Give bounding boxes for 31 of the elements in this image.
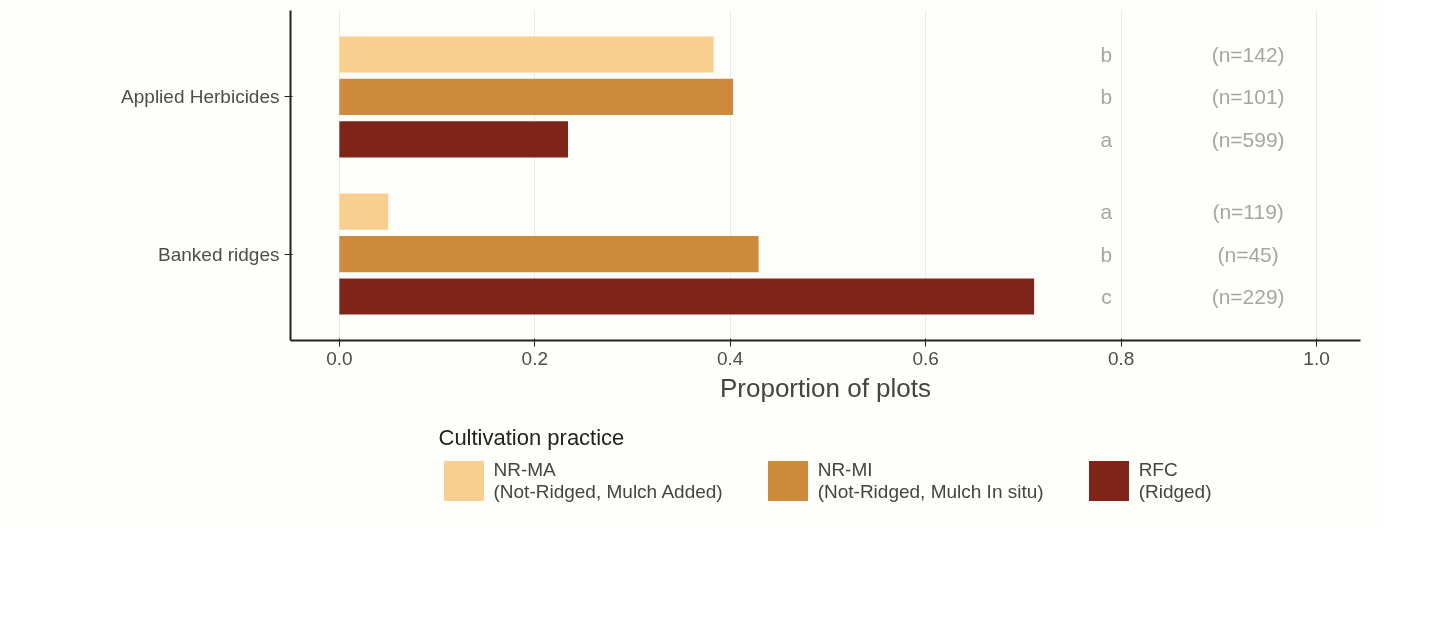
annotation: b [1100, 85, 1113, 109]
annotation: a [1100, 200, 1113, 224]
annotation: (n=142) [1211, 43, 1285, 66]
annotation: c [1101, 285, 1112, 308]
annotation: (n=45) [1217, 242, 1279, 266]
x-tick-label: 0.6 [912, 347, 939, 369]
legend-label: RFC (Ridged) [1138, 458, 1212, 503]
annotation: (n=119) [1212, 200, 1284, 224]
bar [339, 36, 714, 73]
x-tick-label: 0.2 [521, 347, 549, 369]
annotation: (n=229) [1211, 285, 1285, 308]
legend-label: NR-MA (Not-Ridged, Mulch Added) [493, 458, 723, 503]
y-tick-label: Banked ridges [158, 243, 280, 265]
annotation: b [1100, 242, 1113, 266]
annotation: (n=599) [1211, 127, 1285, 151]
x-axis-title: Proportion of plots [720, 372, 932, 403]
bar [339, 121, 569, 158]
bar [339, 193, 389, 230]
x-tick-label: 1.0 [1303, 347, 1330, 369]
x-tick-label: 0.0 [326, 347, 353, 369]
bar [339, 278, 1035, 315]
x-tick-label: 0.4 [717, 347, 744, 369]
x-tick-label: 0.8 [1107, 347, 1135, 369]
annotation: b [1100, 43, 1113, 66]
annotation: (n=101) [1211, 85, 1285, 109]
annotation: a [1100, 127, 1113, 151]
legend-label: NR-MI (Not-Ridged, Mulch In situ) [817, 458, 1044, 503]
y-tick-label: Applied Herbicides [121, 86, 280, 108]
bar [339, 236, 759, 273]
legend-title: Cultivation practice [438, 424, 626, 451]
bar [339, 78, 734, 115]
